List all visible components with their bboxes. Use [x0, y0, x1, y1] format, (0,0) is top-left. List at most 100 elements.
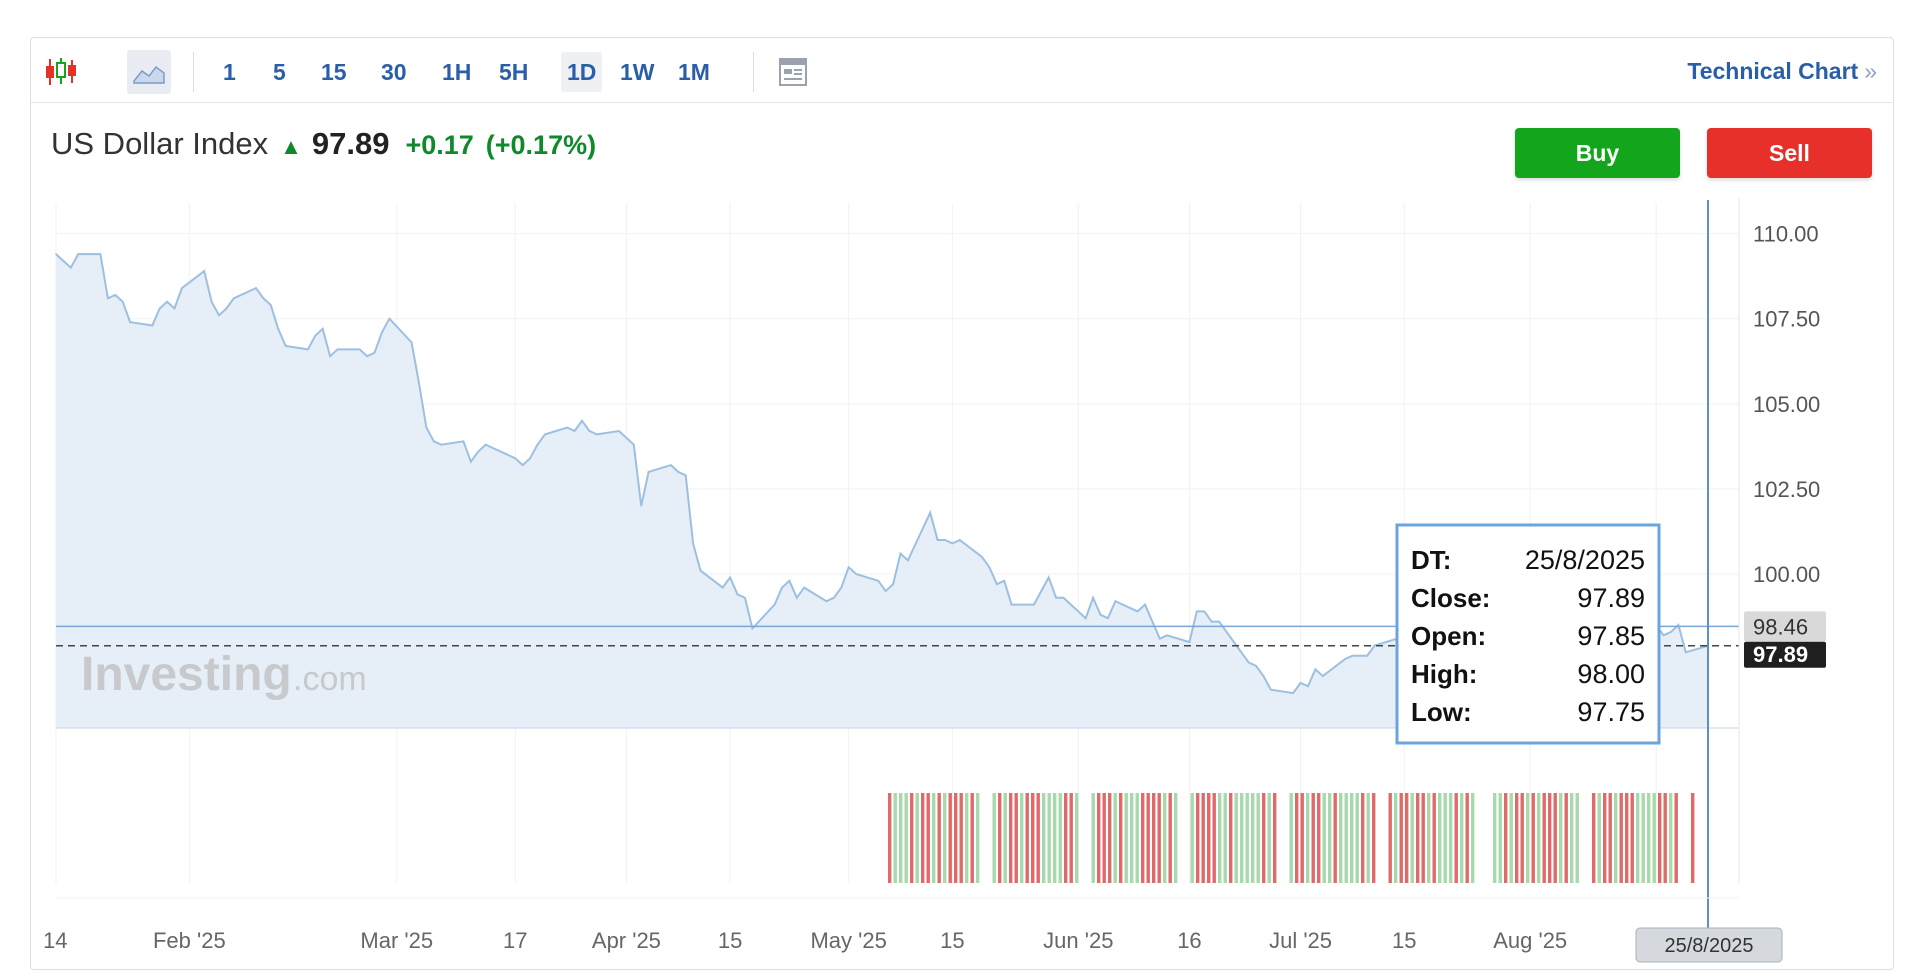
price-point: [618, 430, 620, 432]
volume-bar: [1091, 793, 1095, 883]
volume-bar: [954, 793, 958, 883]
price-point: [1670, 631, 1672, 633]
price-point: [899, 552, 902, 555]
volume-bar: [1564, 793, 1568, 883]
x-tick-label: 15: [940, 928, 964, 953]
toolbar: 1 5 15 30 1H 5H 1D 1W 1M Technical Chart…: [31, 38, 1893, 103]
volume-bar: [1619, 793, 1623, 883]
price-point: [521, 464, 524, 466]
volume-bar: [1603, 793, 1607, 883]
area-chart-icon[interactable]: [127, 50, 171, 94]
price-point: [744, 597, 746, 599]
price-point: [99, 253, 102, 255]
quote-header: US Dollar Index ▲ 97.89 +0.17 (+0.17%): [51, 126, 596, 162]
price-point: [1240, 651, 1243, 654]
interval-1m[interactable]: 1M: [678, 58, 710, 85]
price-point: [788, 580, 791, 582]
price-point: [1040, 590, 1043, 592]
up-arrow-icon: ▲: [280, 134, 302, 159]
price-chart[interactable]: Investing .com 110.00 107.50 105.00 102.50 100…: [31, 38, 1895, 971]
volume-bar: [926, 793, 930, 883]
price-point: [536, 443, 539, 446]
price-point: [1322, 675, 1324, 677]
volume-bar: [1075, 793, 1079, 883]
sell-button[interactable]: Sell: [1707, 128, 1872, 178]
price-point: [529, 457, 531, 460]
volume-bar: [943, 793, 947, 883]
price-point: [1344, 658, 1346, 660]
volume-bar: [910, 793, 914, 883]
volume-bar: [1663, 793, 1667, 883]
price-point: [329, 355, 331, 358]
interval-30[interactable]: 30: [381, 58, 407, 85]
volume-bar: [1053, 793, 1057, 883]
interval-1d[interactable]: 1D: [561, 52, 603, 92]
buy-button[interactable]: Buy: [1515, 128, 1680, 178]
price-point: [1188, 641, 1191, 643]
volume-bar: [1245, 793, 1249, 883]
volume-bar: [1306, 793, 1310, 883]
volume-bar: [1355, 793, 1359, 883]
candlestick-icon[interactable]: [41, 52, 81, 92]
volume-bar: [1273, 793, 1277, 883]
volume-bar: [1350, 793, 1354, 883]
price-point: [151, 324, 154, 327]
interval-5h[interactable]: 5H: [499, 58, 529, 85]
price-point: [699, 569, 702, 572]
volume-bar: [1025, 793, 1029, 883]
chart-widget: 1 5 15 30 1H 5H 1D 1W 1M Technical Chart…: [30, 37, 1894, 970]
price-point: [440, 443, 443, 446]
price-point: [1166, 634, 1168, 637]
price-point: [566, 426, 568, 429]
interval-1h[interactable]: 1H: [442, 58, 472, 85]
price-point: [484, 443, 487, 446]
price-point: [1351, 654, 1354, 657]
price-point: [1373, 644, 1376, 647]
price-point: [840, 586, 843, 589]
price-point: [647, 471, 650, 473]
x-tick-label: 15: [1392, 928, 1416, 953]
y-tick-label: 110.00: [1753, 222, 1819, 247]
price-point: [640, 505, 642, 507]
volume-bar: [888, 793, 892, 883]
volume-bar: [1130, 793, 1134, 883]
layout-icon[interactable]: [773, 52, 813, 92]
price-point: [877, 580, 880, 582]
volume-bar: [1256, 793, 1260, 883]
volume-bar: [1614, 793, 1618, 883]
price-point: [677, 471, 680, 473]
technical-chart-link[interactable]: Technical Chart»: [1687, 58, 1877, 85]
price-point: [907, 559, 909, 562]
volume-bar: [1141, 793, 1145, 883]
x-tick-label: Apr '25: [592, 928, 661, 953]
price-point: [633, 443, 635, 446]
volume-bar: [1196, 793, 1200, 883]
tooltip-label: Open:: [1411, 621, 1486, 651]
volume-bar: [1405, 793, 1409, 883]
volume-bar: [1674, 793, 1678, 883]
interval-5[interactable]: 5: [273, 58, 286, 85]
price-point: [847, 566, 850, 568]
price-point: [129, 321, 131, 323]
price-point: [944, 539, 946, 541]
last-price-label: 97.89: [1753, 642, 1808, 667]
interval-1[interactable]: 1: [223, 58, 236, 85]
price-point: [225, 307, 228, 310]
price-point: [796, 597, 798, 599]
price-point: [255, 287, 257, 289]
price-point: [336, 348, 339, 351]
price-point: [1196, 610, 1198, 613]
volume-bar: [1042, 793, 1046, 883]
x-tick-label: May '25: [810, 928, 886, 953]
price-change-percent: (+0.17%): [485, 130, 597, 160]
volume-bar: [1102, 793, 1106, 883]
price-point: [1366, 654, 1368, 657]
chevron-right-icon: »: [1864, 58, 1877, 84]
price-point: [1662, 634, 1665, 637]
volume-bar: [1064, 793, 1068, 883]
price-point: [1359, 654, 1361, 657]
price-point: [158, 307, 161, 310]
volume-bar: [1515, 793, 1519, 883]
interval-15[interactable]: 15: [321, 58, 347, 85]
interval-1w[interactable]: 1W: [620, 58, 655, 85]
